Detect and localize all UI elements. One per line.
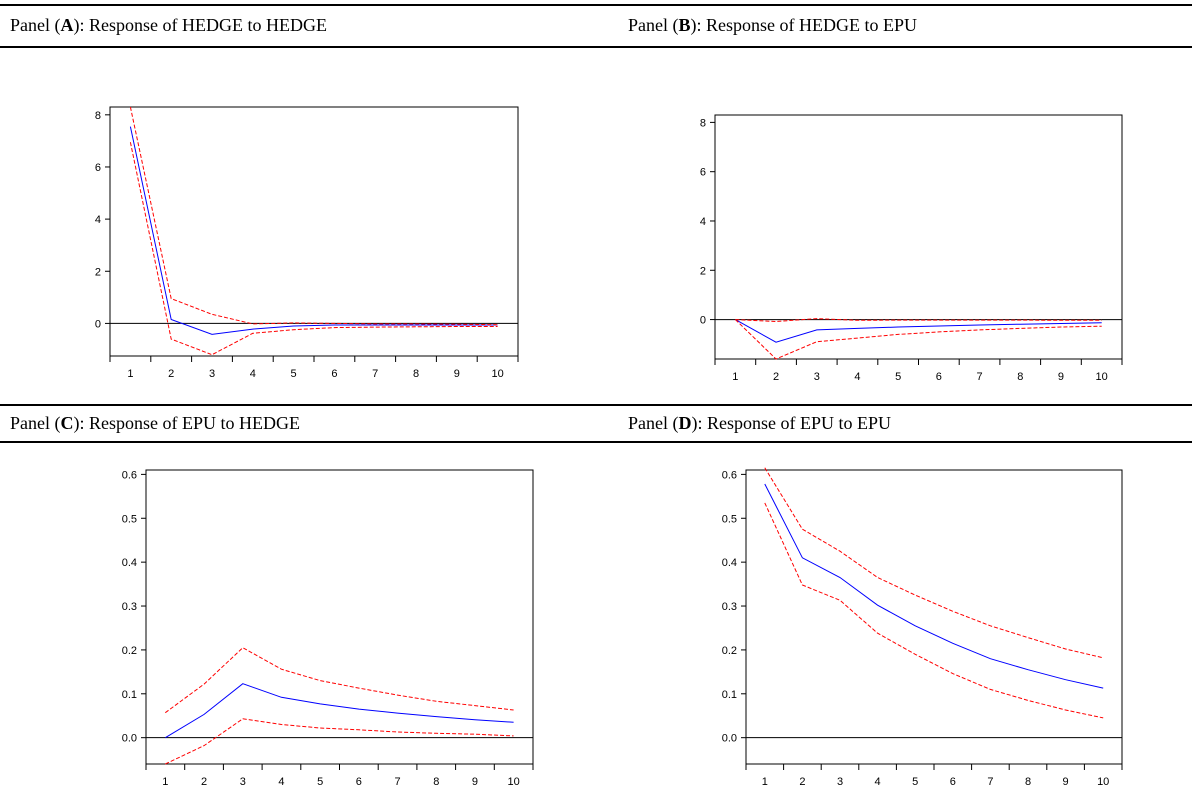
y-tick-label: 6 [95,162,101,174]
panel-b-title: Panel (B): Response of HEDGE to EPU [628,15,917,35]
x-tick-label: 8 [1025,776,1031,788]
x-tick-label: 7 [976,371,982,383]
x-tick-label: 5 [895,371,901,383]
panel-a-title: Panel (A): Response of HEDGE to HEDGE [10,15,327,35]
x-tick-label: 8 [413,368,419,380]
y-tick-label: 8 [700,117,706,129]
x-tick-label: 10 [1096,371,1108,383]
response-line [735,319,1102,343]
panel-title-rule-top [0,46,1192,48]
y-tick-label: 0.1 [722,689,737,701]
top-rule [0,4,1192,6]
x-tick-label: 3 [814,371,820,383]
x-tick-label: 5 [317,776,323,788]
y-tick-label: 4 [700,216,706,228]
y-tick-label: 4 [95,214,101,226]
y-tick-label: 0.6 [122,469,137,481]
y-tick-label: 0.5 [722,513,737,525]
x-tick-label: 3 [209,368,215,380]
x-tick-label: 7 [987,776,993,788]
x-tick-label: 4 [250,368,256,380]
x-tick-label: 1 [162,776,168,788]
y-tick-label: 0.4 [122,557,137,569]
x-tick-label: 1 [762,776,768,788]
x-tick-label: 1 [127,368,133,380]
panel-divider-rule [0,404,1192,406]
x-tick-label: 9 [454,368,460,380]
x-tick-label: 8 [433,776,439,788]
lower-band-line [735,319,1102,360]
y-tick-label: 2 [95,266,101,278]
upper-band-line [165,647,514,714]
plot-frame [745,469,1123,765]
panel-d-title: Panel (D): Response of EPU to EPU [628,413,891,433]
y-tick-label: 0.5 [122,513,137,525]
x-tick-label: 9 [1058,371,1064,383]
x-tick-label: 1 [732,371,738,383]
y-tick-label: 0.0 [722,733,737,745]
upper-band-line [764,467,1104,659]
x-tick-label: 9 [472,776,478,788]
response-line [165,683,514,739]
y-tick-label: 0.3 [122,601,137,613]
x-tick-label: 7 [394,776,400,788]
y-tick-label: 0 [700,315,706,327]
y-tick-label: 2 [700,265,706,277]
y-tick-label: 0.4 [722,557,737,569]
upper-band-line [129,106,498,326]
panel-c-title: Panel (C): Response of EPU to HEDGE [10,413,300,433]
x-tick-label: 2 [799,776,805,788]
x-tick-label: 2 [201,776,207,788]
y-tick-label: 8 [95,110,101,122]
y-tick-label: 0.0 [122,733,137,745]
y-tick-label: 0.2 [722,645,737,657]
x-tick-label: 4 [278,776,284,788]
lower-band-line [764,502,1104,719]
upper-band-line [735,318,1102,323]
y-tick-label: 0.2 [122,645,137,657]
x-tick-label: 10 [508,776,520,788]
lower-band-line [165,718,514,765]
x-tick-label: 10 [1097,776,1109,788]
y-tick-label: 0.6 [722,469,737,481]
x-tick-label: 4 [875,776,881,788]
y-tick-label: 0 [95,318,101,330]
y-tick-label: 0.1 [122,689,137,701]
x-tick-label: 4 [854,371,860,383]
x-tick-label: 3 [837,776,843,788]
y-tick-label: 6 [700,167,706,179]
x-tick-label: 7 [372,368,378,380]
panel-title-rule-bottom [0,441,1192,443]
x-tick-label: 5 [912,776,918,788]
x-tick-label: 6 [331,368,337,380]
response-line [764,483,1104,689]
x-tick-label: 6 [936,371,942,383]
x-tick-label: 8 [1017,371,1023,383]
y-tick-label: 0.3 [722,601,737,613]
x-tick-label: 2 [773,371,779,383]
x-tick-label: 2 [168,368,174,380]
response-line [129,126,498,335]
x-tick-label: 9 [1063,776,1069,788]
x-tick-label: 6 [356,776,362,788]
x-tick-label: 10 [491,368,503,380]
lower-band-line [129,142,498,356]
x-tick-label: 5 [291,368,297,380]
x-tick-label: 6 [950,776,956,788]
x-tick-label: 3 [240,776,246,788]
